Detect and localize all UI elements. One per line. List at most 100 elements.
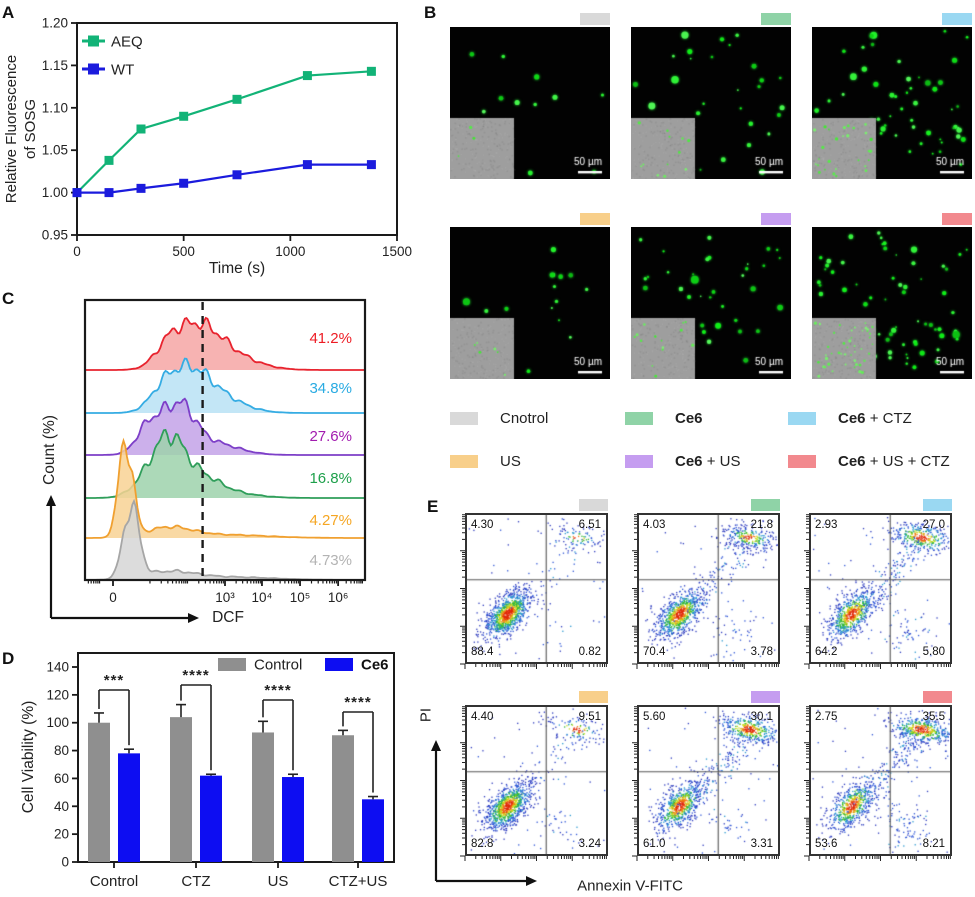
quadrant-value-ul: 4.30 [471,519,494,531]
d-y-tick: 100 [46,715,69,730]
significance-stars: **** [264,682,291,699]
quadrant-value-ur: 30.1 [750,711,773,723]
flow-scatter-plot: 4.40 9.51 82.8 3.24 [465,705,608,856]
quadrant-value-ul: 4.03 [643,519,666,531]
flow-scatter-plot: 2.75 35.5 53.6 8.21 [809,705,952,856]
quadrant-value-ul: 5.60 [643,711,666,723]
legend-swatch [788,412,816,425]
d-category-label: US [268,873,289,890]
microscopy-canvas [812,27,972,179]
microscopy-image [631,227,791,379]
microscopy-canvas [450,27,610,179]
panel-label-d: D [2,649,15,668]
scatter-canvas [467,515,606,662]
panel-e-x-axis-label: Annexin V-FITC [577,877,683,895]
c-x-tick: 10⁵ [290,590,311,605]
microscopy-canvas [631,227,791,379]
quadrant-value-ur: 6.51 [578,519,601,531]
b-legend-item: US [450,452,620,472]
quadrant-value-ul: 4.40 [471,711,494,723]
microscopy-canvas [812,227,972,379]
scatter-canvas [811,707,950,854]
b-legend-item: Ce6 + CTZ [788,409,958,429]
histogram-percentage: 41.2% [309,330,352,347]
significance-stars: **** [344,694,371,711]
c-x-tick: 10⁴ [252,590,273,605]
panel-a-y-axis-label: Relative Fluorescence of SOSG [2,55,40,203]
legend-label-rest: + US + CTZ [865,453,950,470]
panel-label-e: E [427,497,439,516]
flow-scatter-plot: 4.03 21.8 70.4 3.78 [637,513,780,664]
legend-label: Cnotrol [500,409,548,429]
significance-stars: *** [104,672,125,689]
dcf-histogram-chart: 41.2% 34.8% 27.6% 16.8% 4.27% 4.73% 0 10³ 10⁴ 10⁵… [46,298,367,623]
legend-label: Ce6 + US [675,452,740,472]
panel-a-x-axis-label: Time (s) [208,260,266,277]
sosg-line-chart: 0.95 1.00 1.05 1.10 1.15 1.20 0 500 1000 1500 AEQ W… [42,16,412,260]
a-y-tick: 1.10 [42,100,68,115]
a-x-tick: 500 [172,244,195,259]
b-legend-item: Ce6 + US [625,452,795,472]
condition-tab [580,213,610,225]
c-x-tick: 10⁶ [328,590,349,605]
condition-tab [580,13,610,25]
quadrant-value-lr: 3.78 [750,646,773,658]
scatter-canvas [467,707,606,854]
panel-c-y-axis-label: Count (%) [41,415,58,485]
quadrant-value-ll: 82.8 [471,838,494,850]
panel-e-y-axis-label: PI [417,707,435,723]
a-y-tick: 1.20 [42,16,68,31]
condition-tab [923,691,952,703]
microscopy-image [631,27,791,179]
quadrant-value-lr: 0.82 [578,646,601,658]
legend-label-bold: Ce6 [838,410,866,427]
microscopy-image [450,227,610,379]
condition-tab [579,691,608,703]
legend-label-bold: Ce6 [675,453,703,470]
quadrant-value-lr: 3.24 [578,838,601,850]
d-y-tick: 60 [54,771,69,786]
legend-label: Ce6 + US + CTZ [838,452,950,472]
microscopy-canvas [631,27,791,179]
condition-tab [923,499,952,511]
microscopy-canvas [450,227,610,379]
legend-label: US [500,452,521,472]
scatter-canvas [639,515,778,662]
d-legend-ce6: Ce6 [361,657,389,674]
quadrant-value-ur: 27.0 [922,519,945,531]
scatter-canvas [811,515,950,662]
condition-tab [751,691,780,703]
legend-label-bold: Ce6 [838,453,866,470]
a-y-tick: 0.95 [42,228,68,243]
a-x-tick: 1000 [275,244,305,259]
quadrant-value-ul: 2.93 [815,519,838,531]
legend-swatch [625,455,653,468]
legend-label-bold: Ce6 [675,410,703,427]
d-y-tick: 40 [54,799,69,814]
quadrant-value-ll: 88.4 [471,646,494,658]
condition-tab [942,13,972,25]
condition-tab [942,213,972,225]
d-category-label: CTZ [181,873,210,890]
b-legend-item: Ce6 [625,409,795,429]
microscopy-image [450,27,610,179]
scatter-canvas [639,707,778,854]
d-y-tick: 0 [61,855,69,870]
histogram-percentage: 27.6% [309,428,352,445]
d-y-tick: 120 [46,687,69,702]
panel-label-c: C [2,289,15,308]
d-category-label: Control [90,873,138,890]
d-y-tick: 20 [54,827,69,842]
legend-swatch [788,455,816,468]
d-y-tick: 140 [46,660,69,675]
y-label-line2: of SOSG [22,98,39,160]
legend-swatch [625,412,653,425]
y-label-line1: Relative Fluorescence [3,54,20,204]
quadrant-value-ll: 53.6 [815,838,838,850]
quadrant-value-ur: 21.8 [750,519,773,531]
quadrant-value-ll: 61.0 [643,838,666,850]
histogram-percentage: 4.73% [309,552,352,569]
flow-scatter-plot: 5.60 30.1 61.0 3.31 [637,705,780,856]
histogram-percentage: 4.27% [309,512,352,529]
